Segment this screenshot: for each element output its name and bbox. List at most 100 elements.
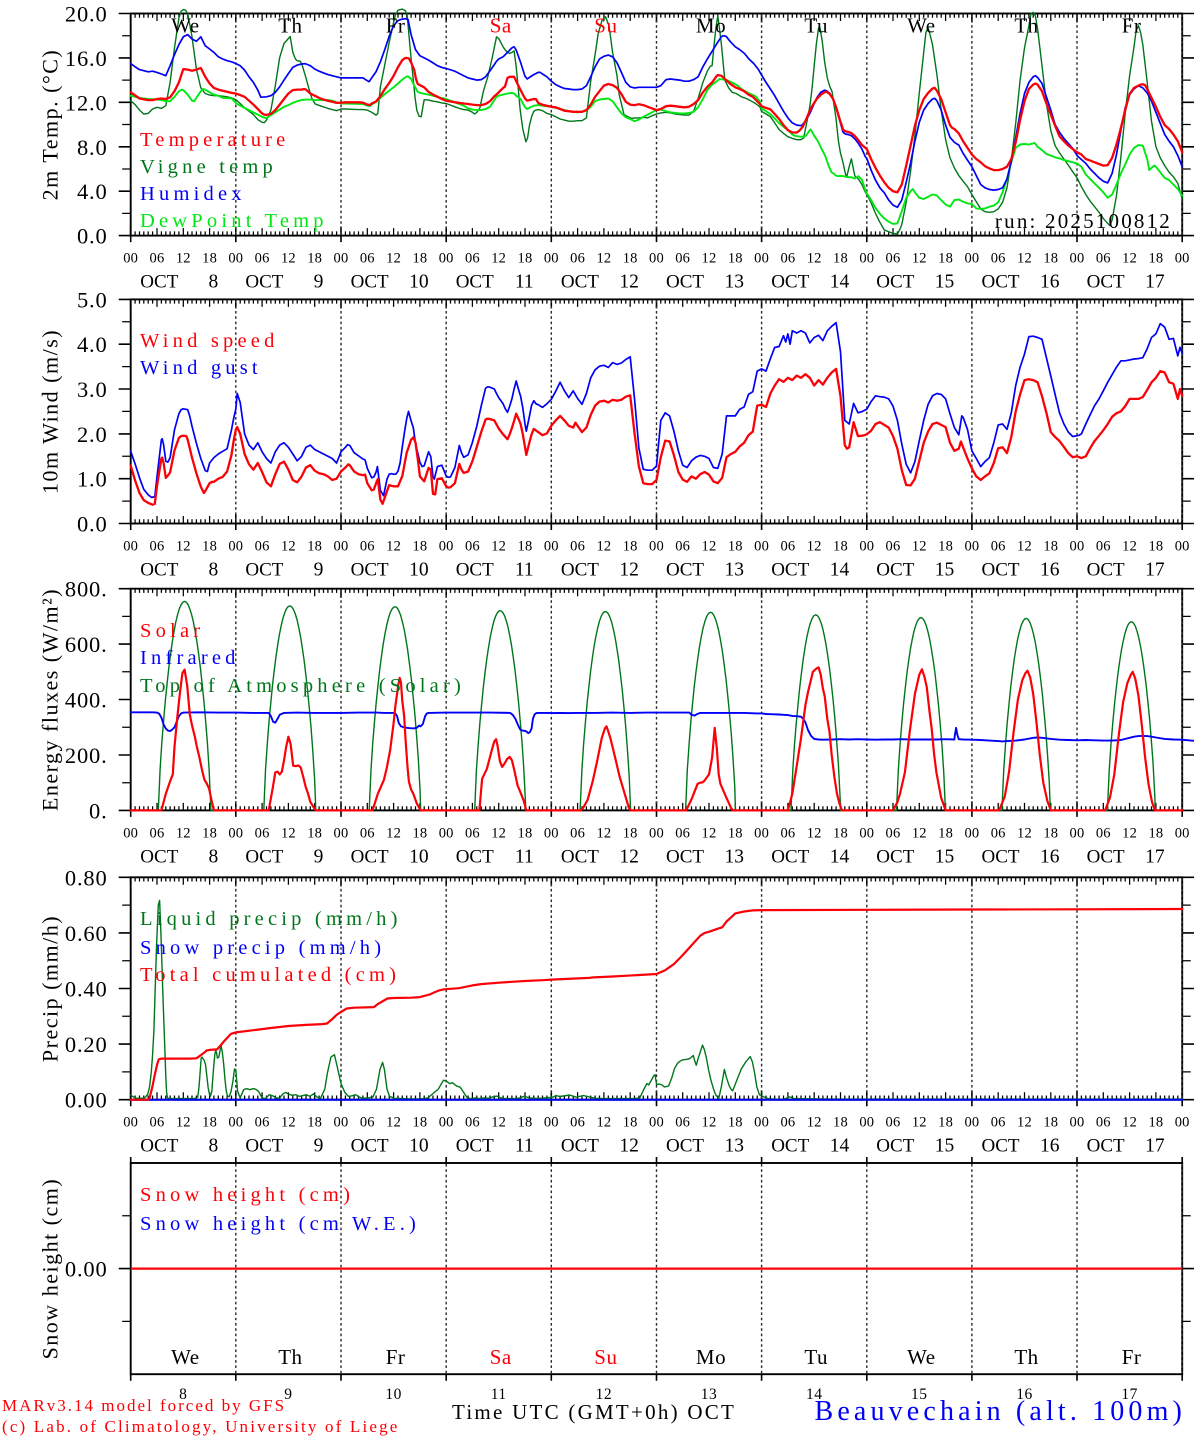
svg-text:06: 06 [780,825,795,841]
svg-text:00: 00 [964,1115,979,1131]
svg-text:12: 12 [702,1115,717,1131]
svg-text:06: 06 [150,825,165,841]
svg-text:Snow height (cm): Snow height (cm) [38,1178,63,1360]
svg-text:Total cumulated (cm): Total cumulated (cm) [140,964,400,986]
svg-text:06: 06 [570,251,585,267]
svg-text:18: 18 [307,825,322,841]
svg-text:06: 06 [991,539,1006,555]
svg-text:18: 18 [623,825,638,841]
svg-text:0.60: 0.60 [65,921,108,946]
svg-text:1.0: 1.0 [77,467,108,492]
svg-text:Snow precip (mm/h): Snow precip (mm/h) [140,937,385,959]
svg-text:Fr: Fr [386,1345,406,1369]
svg-text:18: 18 [833,825,848,841]
svg-text:OCT: OCT [245,1136,283,1157]
svg-text:06: 06 [150,251,165,267]
svg-text:Precip (mm/h): Precip (mm/h) [38,915,63,1062]
svg-text:00: 00 [123,1115,138,1131]
svg-text:18: 18 [202,539,217,555]
svg-text:0.00: 0.00 [65,1088,108,1113]
svg-text:06: 06 [886,539,901,555]
svg-text:OCT: OCT [245,560,283,581]
svg-text:OCT: OCT [561,846,599,867]
svg-text:Su: Su [594,1345,617,1369]
svg-text:06: 06 [360,1115,375,1131]
svg-text:We: We [907,1345,935,1369]
svg-text:00: 00 [334,1115,349,1131]
svg-text:Snow height (cm): Snow height (cm) [140,1184,354,1206]
svg-text:12: 12 [1122,1115,1137,1131]
svg-text:17: 17 [1145,272,1165,293]
svg-text:00: 00 [859,825,874,841]
svg-text:Sa: Sa [490,1345,512,1369]
svg-text:18: 18 [1148,1115,1163,1131]
svg-text:10: 10 [409,272,429,293]
svg-text:06: 06 [465,251,480,267]
svg-text:18: 18 [518,251,533,267]
svg-text:12: 12 [596,1386,613,1403]
svg-text:18: 18 [307,539,322,555]
svg-text:16: 16 [1040,846,1060,867]
svg-text:00: 00 [964,825,979,841]
svg-text:OCT: OCT [876,560,914,581]
svg-text:Vigne temp: Vigne temp [140,156,277,178]
svg-text:00: 00 [228,251,243,267]
svg-text:12: 12 [386,251,401,267]
svg-text:12: 12 [1017,825,1032,841]
svg-text:00: 00 [649,825,664,841]
svg-text:11: 11 [515,1136,534,1157]
svg-text:00: 00 [754,251,769,267]
svg-text:15: 15 [935,272,955,293]
svg-text:12: 12 [807,539,822,555]
svg-text:13: 13 [725,1136,745,1157]
svg-text:00: 00 [123,251,138,267]
svg-text:18: 18 [833,539,848,555]
svg-text:12: 12 [807,251,822,267]
svg-text:8: 8 [209,560,219,581]
svg-text:12: 12 [912,539,927,555]
svg-text:00: 00 [439,251,454,267]
svg-text:12: 12 [386,825,401,841]
svg-text:12.0: 12.0 [65,90,108,115]
svg-text:18: 18 [1148,825,1163,841]
svg-text:00: 00 [649,251,664,267]
svg-text:12: 12 [386,1115,401,1131]
svg-text:Th: Th [1014,1345,1038,1369]
svg-text:18: 18 [412,251,427,267]
svg-text:06: 06 [255,825,270,841]
svg-text:Tu: Tu [804,1345,828,1369]
svg-text:18: 18 [938,825,953,841]
svg-text:13: 13 [725,846,745,867]
svg-text:Mo: Mo [696,14,726,38]
svg-text:00: 00 [649,1115,664,1131]
svg-text:06: 06 [991,825,1006,841]
svg-text:06: 06 [150,1115,165,1131]
svg-text:12: 12 [386,539,401,555]
svg-text:9: 9 [284,1386,292,1403]
svg-text:0.40: 0.40 [65,977,108,1002]
svg-text:14: 14 [806,1386,823,1403]
svg-text:18: 18 [307,1115,322,1131]
svg-text:OCT: OCT [982,560,1020,581]
svg-text:13: 13 [725,560,745,581]
svg-text:Sa: Sa [490,14,512,38]
svg-text:00: 00 [964,251,979,267]
svg-text:12: 12 [176,539,191,555]
svg-text:OCT: OCT [982,1136,1020,1157]
svg-text:OCT: OCT [351,846,389,867]
svg-text:800.: 800. [65,577,108,602]
svg-text:18: 18 [728,825,743,841]
svg-text:06: 06 [991,1115,1006,1131]
svg-text:10: 10 [409,560,429,581]
svg-text:13: 13 [725,272,745,293]
svg-text:12: 12 [176,251,191,267]
svg-text:15: 15 [935,1136,955,1157]
svg-text:Th: Th [278,14,302,38]
svg-text:4.0: 4.0 [77,332,108,357]
svg-text:10: 10 [409,846,429,867]
svg-text:00: 00 [754,539,769,555]
svg-text:12: 12 [176,1115,191,1131]
svg-text:0.: 0. [89,798,107,823]
svg-text:OCT: OCT [245,272,283,293]
svg-text:18: 18 [623,251,638,267]
